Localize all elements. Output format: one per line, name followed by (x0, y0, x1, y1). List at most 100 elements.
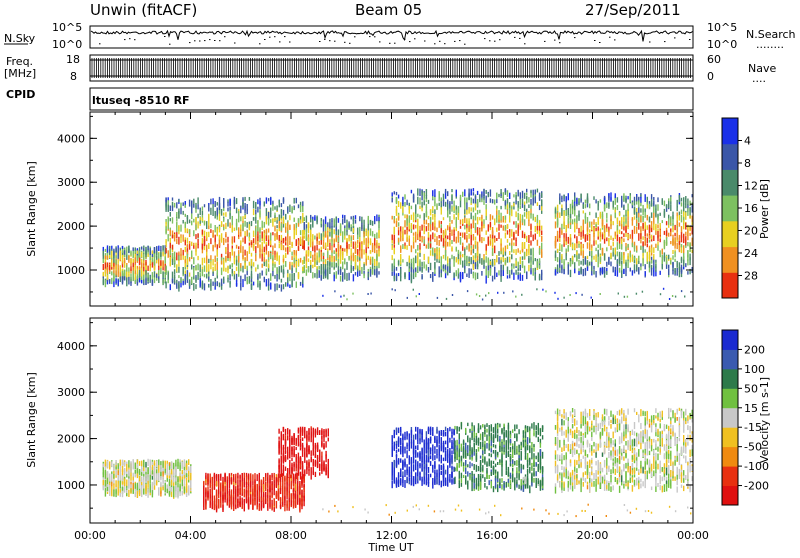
power-mark (289, 225, 290, 230)
power-mark (651, 235, 652, 240)
power-mark (343, 295, 344, 297)
power-mark (490, 268, 491, 275)
power-mark (404, 272, 405, 277)
velocity-mark (147, 481, 148, 487)
noise-search-dot (164, 36, 166, 37)
power-mark (394, 259, 395, 266)
power-mark (530, 248, 531, 255)
power-mark (479, 210, 480, 213)
power-mark (255, 209, 256, 214)
power-mark (419, 189, 420, 196)
freq-left-label-2: [MHz] (4, 67, 36, 80)
power-mark (479, 229, 480, 235)
power-mark (561, 265, 562, 270)
power-mark (555, 236, 556, 242)
power-mark (441, 262, 442, 270)
power-mark (613, 242, 614, 247)
power-mark (634, 257, 635, 261)
power-mark (475, 196, 476, 203)
power-mark (287, 277, 288, 283)
power-mark (627, 220, 628, 227)
power-mark (649, 261, 650, 267)
power-mark (353, 253, 354, 258)
power-mark (306, 234, 307, 241)
power-mark (636, 195, 637, 201)
power-mark (595, 213, 596, 218)
power-mark (557, 249, 558, 253)
cpid-value: ltuseq -8510 RF (92, 94, 190, 107)
power-mark (494, 272, 495, 279)
power-mark (174, 203, 175, 208)
power-mark (264, 222, 265, 228)
power-mark (242, 223, 243, 231)
power-mark (124, 250, 125, 255)
power-mark (392, 216, 393, 220)
noise-search-dot (329, 40, 331, 41)
power-mark (257, 237, 258, 242)
power-mark (490, 222, 491, 228)
power-mark (541, 199, 542, 206)
power-mark (642, 291, 643, 293)
power-mark (677, 243, 678, 250)
power-mark (475, 245, 476, 249)
power-mark (515, 230, 516, 234)
power-mark (338, 259, 339, 266)
velocity-mark (124, 462, 125, 466)
power-mark (509, 193, 510, 199)
power-mark (655, 244, 656, 248)
power-mark (585, 257, 586, 264)
power-mark (483, 189, 484, 196)
power-mark (353, 274, 354, 281)
power-mark (392, 245, 393, 250)
power-mark (270, 285, 271, 290)
power-mark (511, 229, 512, 237)
power-mark (566, 205, 567, 210)
power-mark (653, 200, 654, 204)
power-mark (355, 264, 356, 270)
power-mark (223, 208, 224, 211)
velocity-mark (152, 462, 153, 465)
power-mark (668, 233, 669, 237)
power-mark (178, 199, 179, 202)
power-mark (576, 236, 577, 243)
power-mark (649, 240, 650, 243)
power-mark (587, 260, 588, 266)
power-mark (627, 244, 628, 248)
power-mark (566, 233, 567, 238)
power-mark (374, 271, 375, 276)
power-mark (651, 194, 652, 199)
power-mark (424, 239, 425, 243)
power-mark (683, 245, 684, 249)
power-mark (170, 206, 171, 212)
power-mark (122, 276, 123, 283)
power-mark (512, 290, 513, 292)
freq-panel: Freq. [MHz] 18 8 60 0 Nave .... (4, 53, 776, 85)
power-mark (238, 267, 239, 273)
power-mark (206, 266, 207, 272)
power-mark (150, 260, 151, 265)
power-mark (291, 265, 292, 272)
velocity-mark (179, 467, 180, 470)
power-mark (221, 268, 222, 276)
power-mark (464, 269, 465, 274)
velocity-mark (173, 469, 174, 476)
power-mark (559, 243, 560, 250)
power-mark (451, 220, 452, 224)
power-mark (576, 255, 577, 260)
power-mark (185, 263, 186, 267)
power-mark (580, 199, 581, 203)
power-mark (568, 193, 569, 200)
power-mark (479, 295, 480, 297)
power-mark (541, 226, 542, 230)
power-mark (236, 208, 237, 214)
power-mark (655, 264, 656, 268)
power-mark (396, 221, 397, 227)
power-mark (183, 202, 184, 206)
power-mark (329, 232, 330, 237)
power-mark (272, 218, 273, 224)
power-mark (319, 266, 320, 270)
power-mark (411, 245, 412, 252)
velocity-mark (109, 485, 110, 491)
power-mark (602, 234, 603, 239)
power-mark (677, 220, 678, 225)
